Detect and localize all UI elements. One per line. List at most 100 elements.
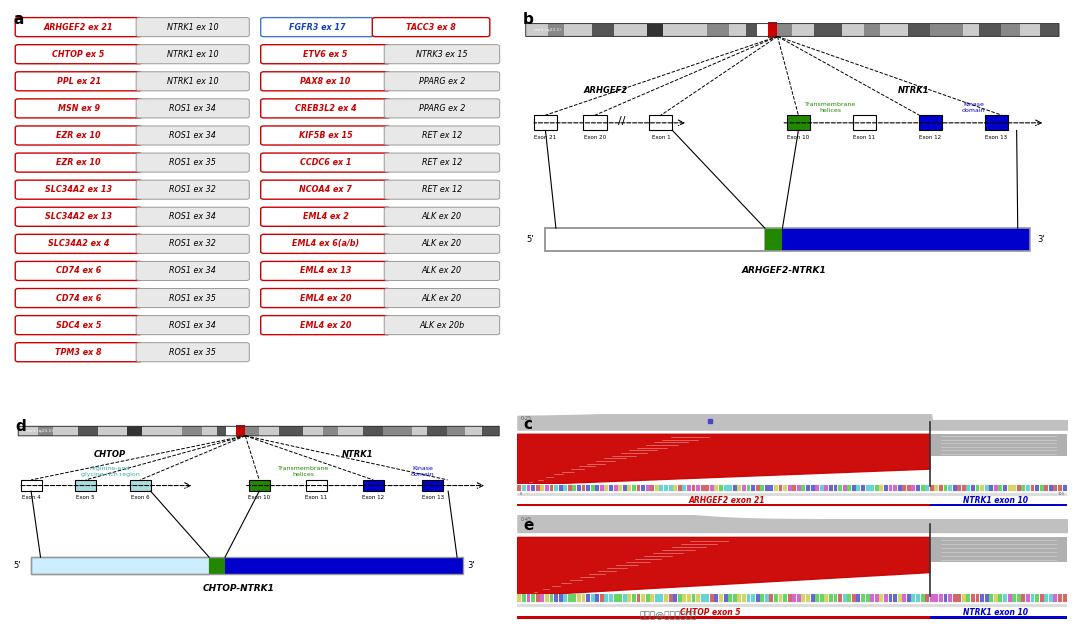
Bar (819, 485, 824, 491)
Bar (925, 485, 929, 491)
FancyBboxPatch shape (15, 45, 142, 63)
Bar (623, 594, 626, 602)
Bar (709, 485, 714, 491)
FancyBboxPatch shape (384, 234, 500, 253)
Text: PAX8 ex 10: PAX8 ex 10 (301, 77, 350, 86)
Bar (641, 594, 645, 602)
Bar (249, 480, 270, 491)
Bar (517, 593, 1067, 603)
Bar (709, 594, 714, 602)
Bar (30, 557, 464, 574)
Bar (526, 594, 530, 602)
Bar (423, 480, 443, 491)
Text: ALK ex 20: ALK ex 20 (421, 212, 462, 221)
Bar (531, 485, 535, 491)
Bar (957, 485, 962, 491)
Bar (577, 594, 581, 602)
Bar (338, 426, 363, 436)
FancyBboxPatch shape (384, 316, 500, 335)
Bar (649, 115, 673, 131)
Bar (893, 594, 897, 602)
Bar (182, 426, 202, 436)
Bar (581, 485, 585, 491)
Bar (517, 484, 1067, 492)
Bar (806, 594, 810, 602)
Text: Exon 11: Exon 11 (305, 495, 328, 500)
Text: Exon 20: Exon 20 (584, 135, 606, 140)
Bar (825, 594, 828, 602)
FancyBboxPatch shape (261, 207, 390, 226)
Bar (971, 485, 975, 491)
Text: chr1 (q23.1): chr1 (q23.1) (534, 28, 561, 32)
Bar (953, 594, 956, 602)
Bar (427, 426, 447, 436)
Bar (550, 485, 553, 491)
Bar (776, 24, 792, 36)
Bar (1008, 594, 1011, 602)
FancyBboxPatch shape (15, 316, 142, 335)
Bar (517, 536, 929, 596)
Bar (465, 426, 482, 436)
Bar (863, 24, 881, 36)
Bar (757, 24, 768, 36)
Bar (861, 594, 865, 602)
FancyBboxPatch shape (136, 180, 249, 199)
Bar (303, 426, 323, 436)
Bar (847, 485, 852, 491)
Bar (646, 485, 650, 491)
Text: PPARG ex 2: PPARG ex 2 (418, 104, 466, 113)
Bar (994, 485, 998, 491)
Bar (1045, 594, 1048, 602)
Bar (641, 485, 645, 491)
FancyBboxPatch shape (15, 72, 142, 91)
FancyBboxPatch shape (372, 18, 489, 36)
Bar (788, 594, 791, 602)
Bar (929, 485, 934, 491)
FancyBboxPatch shape (261, 18, 373, 36)
Text: chr1 (q23.1): chr1 (q23.1) (26, 429, 53, 433)
Bar (306, 480, 327, 491)
FancyBboxPatch shape (261, 99, 390, 118)
Bar (217, 426, 226, 436)
Bar (778, 485, 783, 491)
Bar (517, 433, 929, 486)
Text: NTRK1 exon 10: NTRK1 exon 10 (964, 495, 1028, 505)
Text: 5': 5' (526, 235, 534, 244)
Text: NTRK1: NTRK1 (898, 85, 929, 95)
Text: ROS1 ex 32: ROS1 ex 32 (169, 239, 217, 248)
Bar (636, 594, 640, 602)
Bar (884, 485, 888, 491)
FancyBboxPatch shape (15, 18, 142, 36)
Bar (963, 24, 979, 36)
FancyBboxPatch shape (384, 180, 500, 199)
Text: 3': 3' (467, 561, 474, 570)
Bar (829, 594, 833, 602)
Text: PPARG ex 2: PPARG ex 2 (418, 77, 466, 86)
Bar (558, 485, 563, 491)
Text: ARHGEF2 exon 21: ARHGEF2 exon 21 (688, 495, 764, 505)
Bar (962, 594, 966, 602)
Text: ARHGEF2: ARHGEF2 (583, 85, 627, 95)
Bar (719, 594, 723, 602)
Bar (1017, 594, 1021, 602)
FancyBboxPatch shape (384, 261, 500, 281)
Text: CHTOP exon 5: CHTOP exon 5 (679, 608, 741, 617)
Bar (592, 24, 613, 36)
Bar (797, 485, 801, 491)
Bar (733, 594, 736, 602)
Text: a: a (13, 12, 24, 27)
Bar (209, 557, 225, 574)
Text: ROS1 ex 32: ROS1 ex 32 (169, 185, 217, 194)
Text: RET ex 12: RET ex 12 (421, 131, 462, 140)
Bar (847, 594, 852, 602)
FancyBboxPatch shape (15, 153, 142, 172)
Bar (866, 485, 870, 491)
Text: SLC34A2 ex 4: SLC34A2 ex 4 (47, 239, 109, 248)
Text: CHTOP: CHTOP (94, 450, 126, 460)
Bar (554, 485, 558, 491)
Bar (765, 485, 769, 491)
Bar (664, 485, 668, 491)
Bar (363, 426, 383, 436)
Bar (599, 485, 604, 491)
Bar (595, 594, 599, 602)
